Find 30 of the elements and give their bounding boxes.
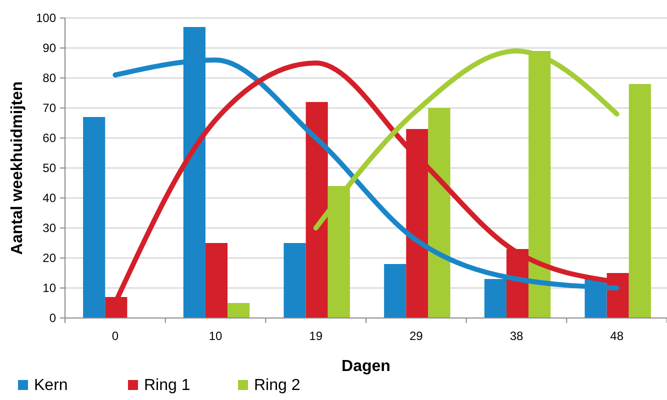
- bar: [205, 243, 228, 318]
- legend-label: Ring 1: [144, 377, 190, 394]
- y-axis-title: Aantal weekhuidmijten: [9, 81, 26, 255]
- bar: [428, 108, 450, 318]
- y-tick-label: 20: [42, 251, 56, 266]
- bar: [306, 102, 328, 318]
- y-tick-label: 70: [42, 101, 56, 116]
- bar: [384, 264, 406, 318]
- x-tick-label: 19: [309, 329, 323, 343]
- bar: [284, 243, 306, 318]
- x-tick-label: 38: [510, 329, 524, 343]
- x-tick-label: 48: [610, 329, 624, 343]
- x-tick-label: 29: [409, 329, 424, 343]
- y-tick-label: 100: [36, 11, 56, 26]
- legend-label: Ring 2: [254, 377, 300, 394]
- y-tick-label: 40: [42, 191, 56, 206]
- y-tick-label: 30: [42, 221, 56, 236]
- y-tick-label: 90: [42, 41, 56, 56]
- y-tick-label: 10: [42, 281, 56, 296]
- bar: [628, 84, 651, 318]
- bar: [228, 303, 250, 318]
- y-tick-label: 60: [42, 131, 56, 146]
- y-tick-label: 0: [49, 311, 56, 326]
- y-tick-label: 50: [42, 161, 56, 176]
- x-axis-title: Dagen: [342, 358, 390, 375]
- legend-label: Kern: [34, 377, 68, 394]
- x-tick-label: 0: [112, 329, 119, 343]
- bar: [83, 117, 106, 318]
- x-tick-label: 10: [208, 329, 222, 343]
- y-tick-label: 80: [42, 71, 56, 86]
